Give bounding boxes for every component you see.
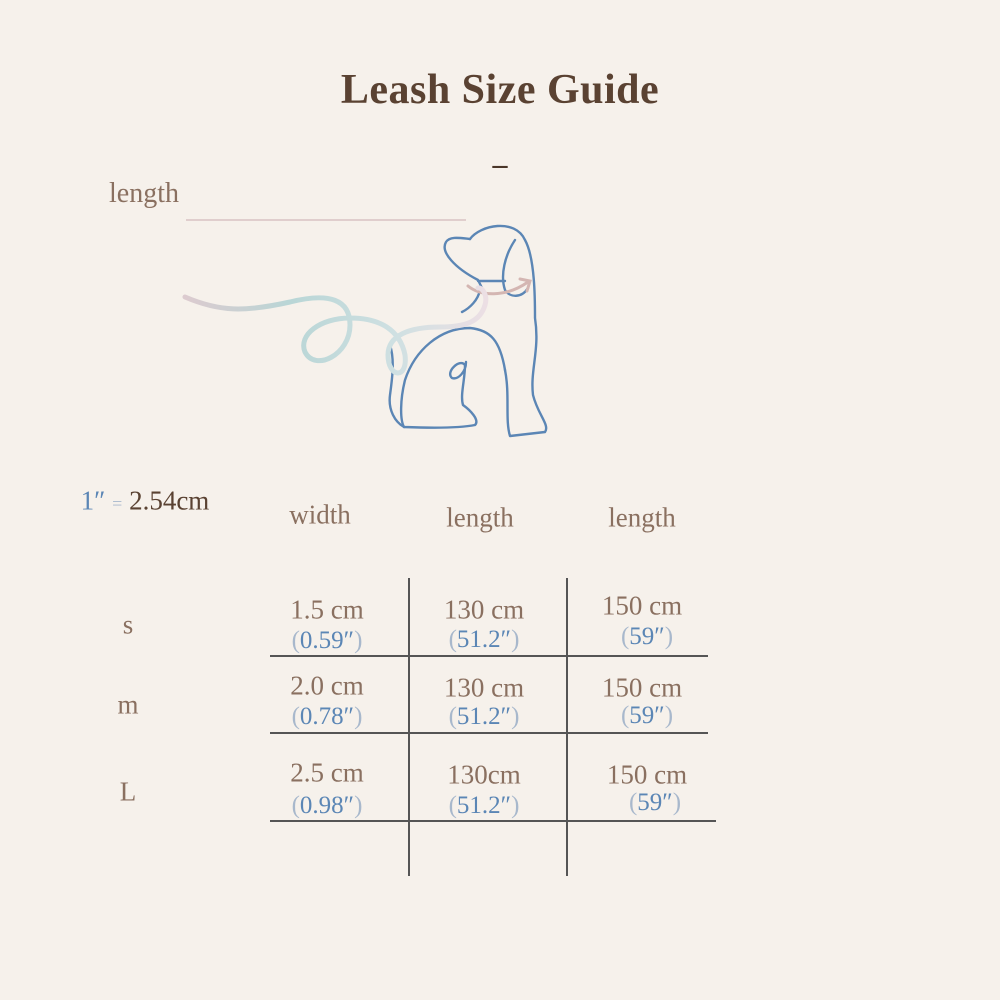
cell-cm: 150 cm bbox=[601, 590, 683, 621]
cell-inch: (51.2″) bbox=[448, 626, 520, 653]
header-length: length bbox=[608, 502, 676, 533]
collar-arrow bbox=[466, 277, 532, 296]
leash bbox=[182, 285, 489, 376]
size-label: L bbox=[119, 776, 137, 807]
cell-inch: (0.59″) bbox=[291, 627, 363, 654]
cell-inch: (59″) bbox=[628, 789, 682, 816]
cell-inch: (51.2″) bbox=[448, 703, 520, 730]
cell-cm: 1.5 cm bbox=[290, 594, 364, 625]
cell-inch: (59″) bbox=[620, 623, 674, 650]
cell-cm: 150 cm bbox=[606, 759, 688, 790]
table-divider bbox=[270, 732, 708, 734]
title-divider: – bbox=[492, 148, 508, 181]
cell-cm: 130 cm bbox=[443, 672, 525, 703]
length-label: length bbox=[109, 178, 179, 209]
cell-inch: (59″) bbox=[620, 702, 674, 729]
size-label: s bbox=[122, 609, 134, 640]
table-divider bbox=[566, 578, 568, 876]
header-length: length bbox=[446, 502, 514, 533]
cell-inch: (0.78″) bbox=[291, 703, 363, 730]
cell-inch: (51.2″) bbox=[448, 792, 520, 819]
cell-cm: 2.0 cm bbox=[290, 670, 364, 701]
header-width: width bbox=[289, 499, 351, 530]
table-divider bbox=[270, 655, 708, 657]
table-divider bbox=[270, 820, 716, 822]
cell-cm: 150 cm bbox=[601, 672, 683, 703]
size-label: m bbox=[117, 689, 139, 720]
cell-cm: 130 cm bbox=[443, 594, 525, 625]
cell-cm: 130cm bbox=[447, 759, 521, 790]
conversion-note: 1″ = 2.54cm bbox=[81, 486, 210, 517]
conversion-cm: 2.54cm bbox=[129, 485, 210, 516]
cell-inch: (0.98″) bbox=[291, 792, 363, 819]
table-divider bbox=[408, 578, 410, 876]
conversion-equals: = bbox=[112, 493, 123, 514]
cell-cm: 2.5 cm bbox=[290, 757, 364, 788]
page-title: Leash Size Guide bbox=[340, 67, 660, 113]
conversion-inch: 1″ bbox=[80, 485, 106, 516]
